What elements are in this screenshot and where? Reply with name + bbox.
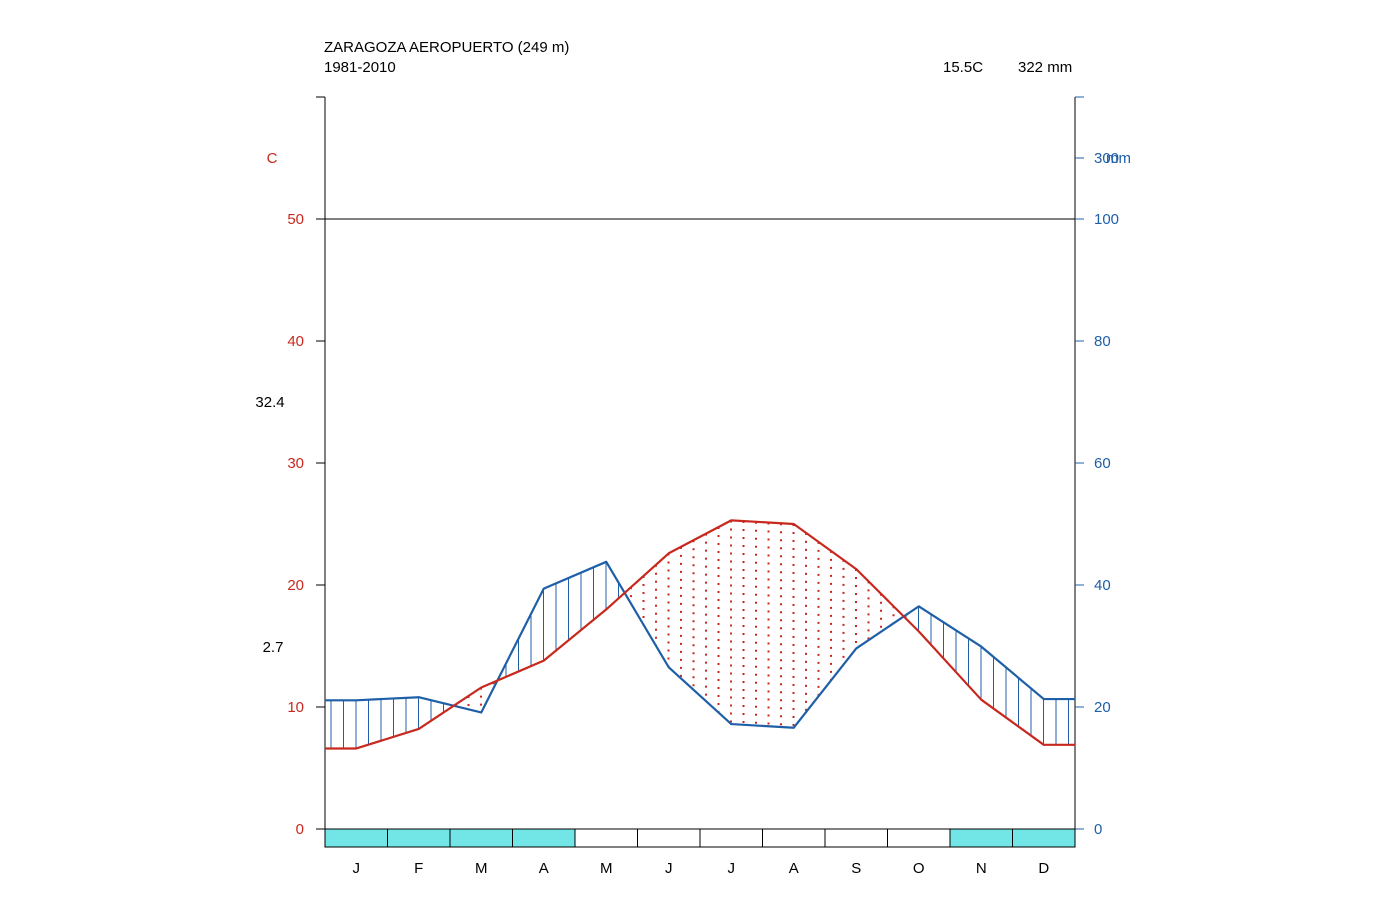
frost-month-cell xyxy=(1012,828,1076,848)
frost-month-cell xyxy=(824,828,888,848)
precipitation-point xyxy=(605,561,608,563)
precipitation-point xyxy=(855,647,858,650)
precipitation-point xyxy=(480,711,483,714)
precip-tick-label: 100 xyxy=(1094,211,1119,228)
month-label: A xyxy=(539,860,549,877)
temperature-point xyxy=(980,698,983,701)
precip-tick-label: 80 xyxy=(1094,333,1111,350)
temperature-point xyxy=(355,747,358,750)
precip-tick-label: 40 xyxy=(1094,577,1111,594)
max-temp-annotation: 32.4 xyxy=(255,394,284,411)
precip-tick-label: 60 xyxy=(1094,455,1111,472)
temp-tick-label: 0 xyxy=(296,821,304,838)
axes-layer xyxy=(316,96,1084,847)
temperature-line xyxy=(325,519,1075,750)
frost-month-cell xyxy=(762,828,826,848)
temp-tick-label: 50 xyxy=(287,211,304,228)
precipitation-point xyxy=(792,726,795,729)
frost-month-cell xyxy=(512,828,576,848)
precip-axis-label: mm xyxy=(1106,150,1131,167)
month-label: J xyxy=(665,860,673,877)
frost-month-cell xyxy=(699,828,763,848)
month-label: O xyxy=(913,860,925,877)
precip-tick-label: 0 xyxy=(1094,821,1102,838)
frost-month-cell xyxy=(637,828,701,848)
month-label: N xyxy=(976,860,987,877)
month-label: D xyxy=(1038,860,1049,877)
frost-strip xyxy=(324,828,1076,848)
temperature-point xyxy=(417,728,420,730)
precipitation-point xyxy=(542,587,545,590)
frost-month-cell xyxy=(387,828,451,848)
frost-month-cell xyxy=(574,828,638,848)
precipitation-point xyxy=(917,605,920,608)
temp-axis-label: C xyxy=(267,150,278,167)
temperature-point xyxy=(917,630,920,633)
month-label: M xyxy=(600,860,613,877)
temp-tick-label: 30 xyxy=(287,455,304,472)
series-layer xyxy=(325,519,1075,750)
month-label: M xyxy=(475,860,488,877)
precipitation-point xyxy=(1042,698,1045,700)
month-label: J xyxy=(353,860,361,877)
temperature-point xyxy=(730,519,733,522)
annual-precipitation: 322 mm xyxy=(1018,59,1073,76)
precipitation-point xyxy=(980,645,983,648)
temp-tick-label: 10 xyxy=(287,699,304,716)
month-label: J xyxy=(728,860,736,877)
min-temp-annotation: 2.7 xyxy=(263,639,284,656)
precip-tick-label: 20 xyxy=(1094,699,1111,716)
precip-tick-label: 300 xyxy=(1094,150,1119,167)
precipitation-line xyxy=(325,560,1075,729)
temperature-point xyxy=(855,568,858,570)
mean-temperature: 15.5C xyxy=(943,59,984,76)
month-label: A xyxy=(789,860,799,877)
precipitation-point xyxy=(355,699,358,702)
period-label: 1981-2010 xyxy=(324,59,396,76)
temperature-point xyxy=(480,686,483,689)
precipitation-point xyxy=(730,723,733,725)
precipitation-point xyxy=(417,696,420,699)
temp-tick-label: 20 xyxy=(287,577,304,594)
month-label: F xyxy=(414,860,423,877)
temperature-point xyxy=(605,608,608,611)
precipitation-point xyxy=(667,666,670,669)
frost-month-cell xyxy=(449,828,513,848)
temperature-point xyxy=(792,523,795,525)
frost-month-cell xyxy=(887,828,951,848)
frost-month-cell xyxy=(949,828,1013,848)
hatch-layer xyxy=(330,520,1069,749)
temperature-point xyxy=(542,659,545,662)
temperature-point xyxy=(667,552,670,555)
temp-tick-label: 40 xyxy=(287,333,304,350)
frost-month-cell xyxy=(324,828,388,848)
month-label: S xyxy=(851,860,861,877)
station-title: ZARAGOZA AEROPUERTO (249 m) xyxy=(324,39,570,56)
temperature-point xyxy=(1042,744,1045,746)
